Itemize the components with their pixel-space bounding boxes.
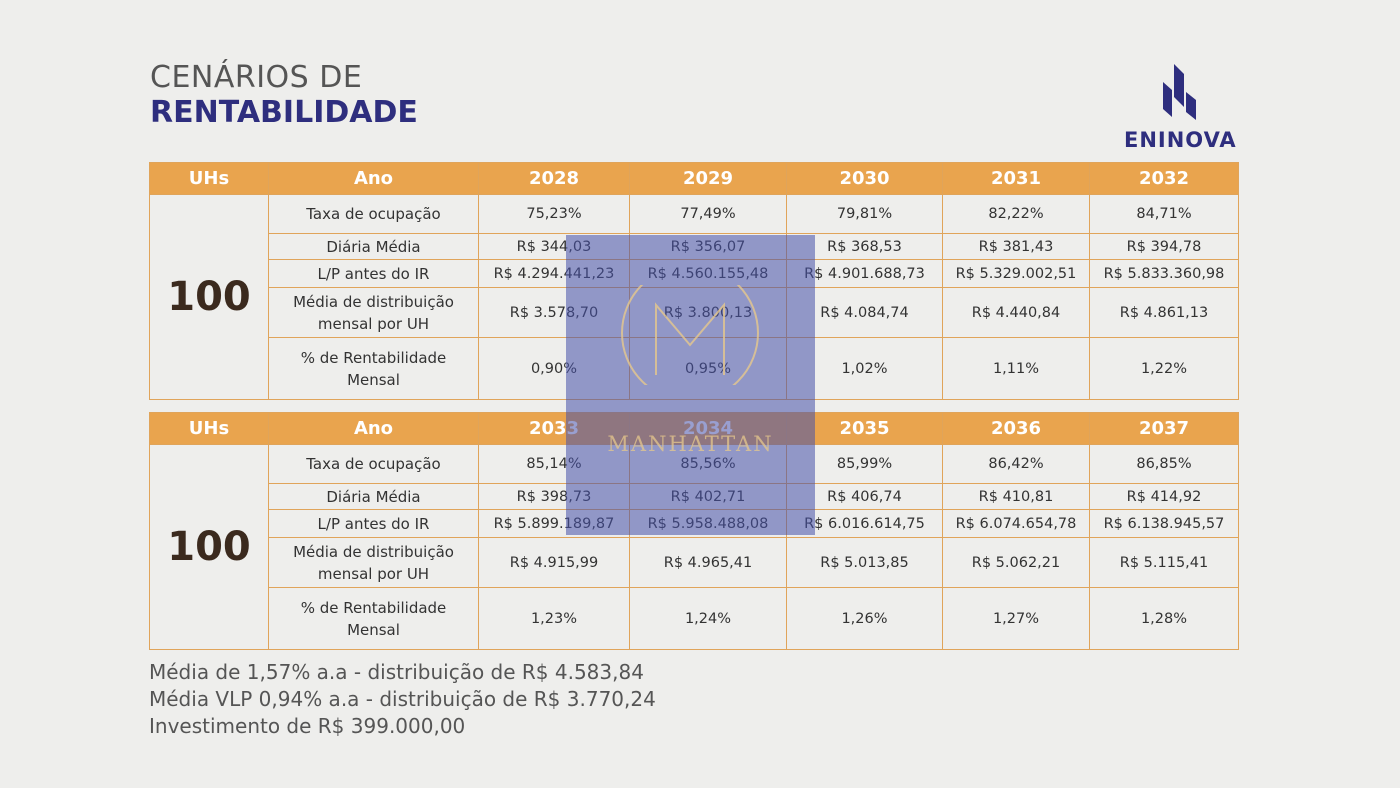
row-label-line: mensal por UH xyxy=(317,314,430,333)
value-cell: R$ 5.329.002,51 xyxy=(942,259,1090,288)
row-label: L/P antes do IR xyxy=(268,509,479,538)
row-label: Taxa de ocupação xyxy=(268,444,479,484)
value-cell: 1,27% xyxy=(942,587,1090,650)
value-cell: 1,24% xyxy=(629,587,787,650)
uh-cell: 100 xyxy=(149,444,269,650)
row-label: % de Rentabilidade Mensal xyxy=(268,337,479,400)
data-row: 100 Taxa de ocupação 75,23% 77,49% 79,81% 82,… xyxy=(149,194,1239,400)
row-label-line: Média de distribuição xyxy=(293,292,454,311)
row-label-line: Mensal xyxy=(347,620,400,639)
value-cell: R$ 4.861,13 xyxy=(1089,287,1239,338)
value-cell: R$ 381,43 xyxy=(942,233,1090,260)
value-cell: R$ 410,81 xyxy=(942,483,1090,510)
data-row: Média de distribuição mensal por UH R$ 4.9… xyxy=(150,537,1239,588)
value-cell: 86,42% xyxy=(942,444,1090,484)
value-cell: R$ 394,78 xyxy=(1089,233,1239,260)
notes: Média de 1,57% a.a - distribuição de R$ … xyxy=(149,659,656,740)
header-cell: 2036 xyxy=(942,412,1090,445)
header-cell: 2030 xyxy=(786,162,943,195)
header-cell: 2029 xyxy=(629,162,787,195)
row-label-line: Diária Média xyxy=(326,237,421,256)
value-cell: R$ 4.915,99 xyxy=(478,537,630,588)
value-cell: R$ 6.138.945,57 xyxy=(1089,509,1239,538)
header-cell: Ano xyxy=(268,412,479,445)
title-line1: CENÁRIOS DE xyxy=(150,60,363,95)
value-cell: 86,85% xyxy=(1089,444,1239,484)
value-cell: R$ 4.965,41 xyxy=(629,537,787,588)
value-cell: 1,26% xyxy=(786,587,943,650)
row-label: Média de distribuição mensal por UH xyxy=(268,537,479,588)
header-cell: 2032 xyxy=(1089,162,1239,195)
watermark-text: MANHATTAN xyxy=(607,432,774,456)
header-cell: UHs xyxy=(149,162,269,195)
watermark-logo xyxy=(621,285,759,385)
header-cell: 2028 xyxy=(478,162,630,195)
value-cell: 1,11% xyxy=(942,337,1090,400)
note-line: Média de 1,57% a.a - distribuição de R$ … xyxy=(149,660,644,684)
value-cell: 75,23% xyxy=(478,194,630,234)
row-label-line: Diária Média xyxy=(326,487,421,506)
logo-mark xyxy=(1163,64,1196,120)
data-row: L/P antes do IRR$ 4.294.441,23R$ 4.560.1… xyxy=(150,259,1239,288)
header-cell: 2037 xyxy=(1089,412,1239,445)
logo-text: ENINOVA xyxy=(1124,128,1237,152)
row-label-line: Taxa de ocupação xyxy=(306,205,441,223)
row-label-line: % de Rentabilidade xyxy=(300,598,447,617)
value-cell: 79,81% xyxy=(786,194,943,234)
row-label-line: L/P antes do IR xyxy=(317,264,430,283)
row-label-line: % de Rentabilidade xyxy=(300,348,447,367)
value-cell: 77,49% xyxy=(629,194,787,234)
value-cell: 82,22% xyxy=(942,194,1090,234)
uh-cell: 100 xyxy=(149,194,269,400)
row-label-line: Taxa de ocupação xyxy=(306,455,441,473)
data-row: % de Rentabilidade Mensal 1,23% 1,24% 1,26% 1… xyxy=(150,587,1239,650)
row-label: Diária Média xyxy=(268,483,479,510)
title-line2: RENTABILIDADE xyxy=(150,95,418,130)
row-label: L/P antes do IR xyxy=(268,259,479,288)
header-row: UHs Ano 2028 2029 2030 2031 2032 xyxy=(149,162,1239,195)
value-cell: R$ 6.074.654,78 xyxy=(942,509,1090,538)
row-label-line: mensal por UH xyxy=(317,564,430,583)
value-cell: R$ 5.013,85 xyxy=(786,537,943,588)
note-line: Média VLP 0,94% a.a - distribuição de R$… xyxy=(149,687,656,711)
header-cell: 2031 xyxy=(942,162,1090,195)
note-line: Investimento de R$ 399.000,00 xyxy=(149,714,466,738)
value-cell: 84,71% xyxy=(1089,194,1239,234)
value-cell: 1,23% xyxy=(478,587,630,650)
watermark xyxy=(566,235,815,535)
row-label-line: Média de distribuição xyxy=(293,542,454,561)
value-cell: 1,22% xyxy=(1089,337,1239,400)
value-cell: 1,28% xyxy=(1089,587,1239,650)
value-cell: R$ 4.440,84 xyxy=(942,287,1090,338)
row-label-line: L/P antes do IR xyxy=(317,514,430,533)
value-cell: R$ 5.833.360,98 xyxy=(1089,259,1239,288)
header-cell: UHs xyxy=(149,412,269,445)
value-cell: R$ 414,92 xyxy=(1089,483,1239,510)
value-cell: R$ 5.062,21 xyxy=(942,537,1090,588)
row-label: % de Rentabilidade Mensal xyxy=(268,587,479,650)
value-cell: R$ 5.115,41 xyxy=(1089,537,1239,588)
row-label: Média de distribuição mensal por UH xyxy=(268,287,479,338)
header-cell: Ano xyxy=(268,162,479,195)
row-label-line: Mensal xyxy=(347,370,400,389)
row-label: Taxa de ocupação xyxy=(268,194,479,234)
row-label: Diária Média xyxy=(268,233,479,260)
